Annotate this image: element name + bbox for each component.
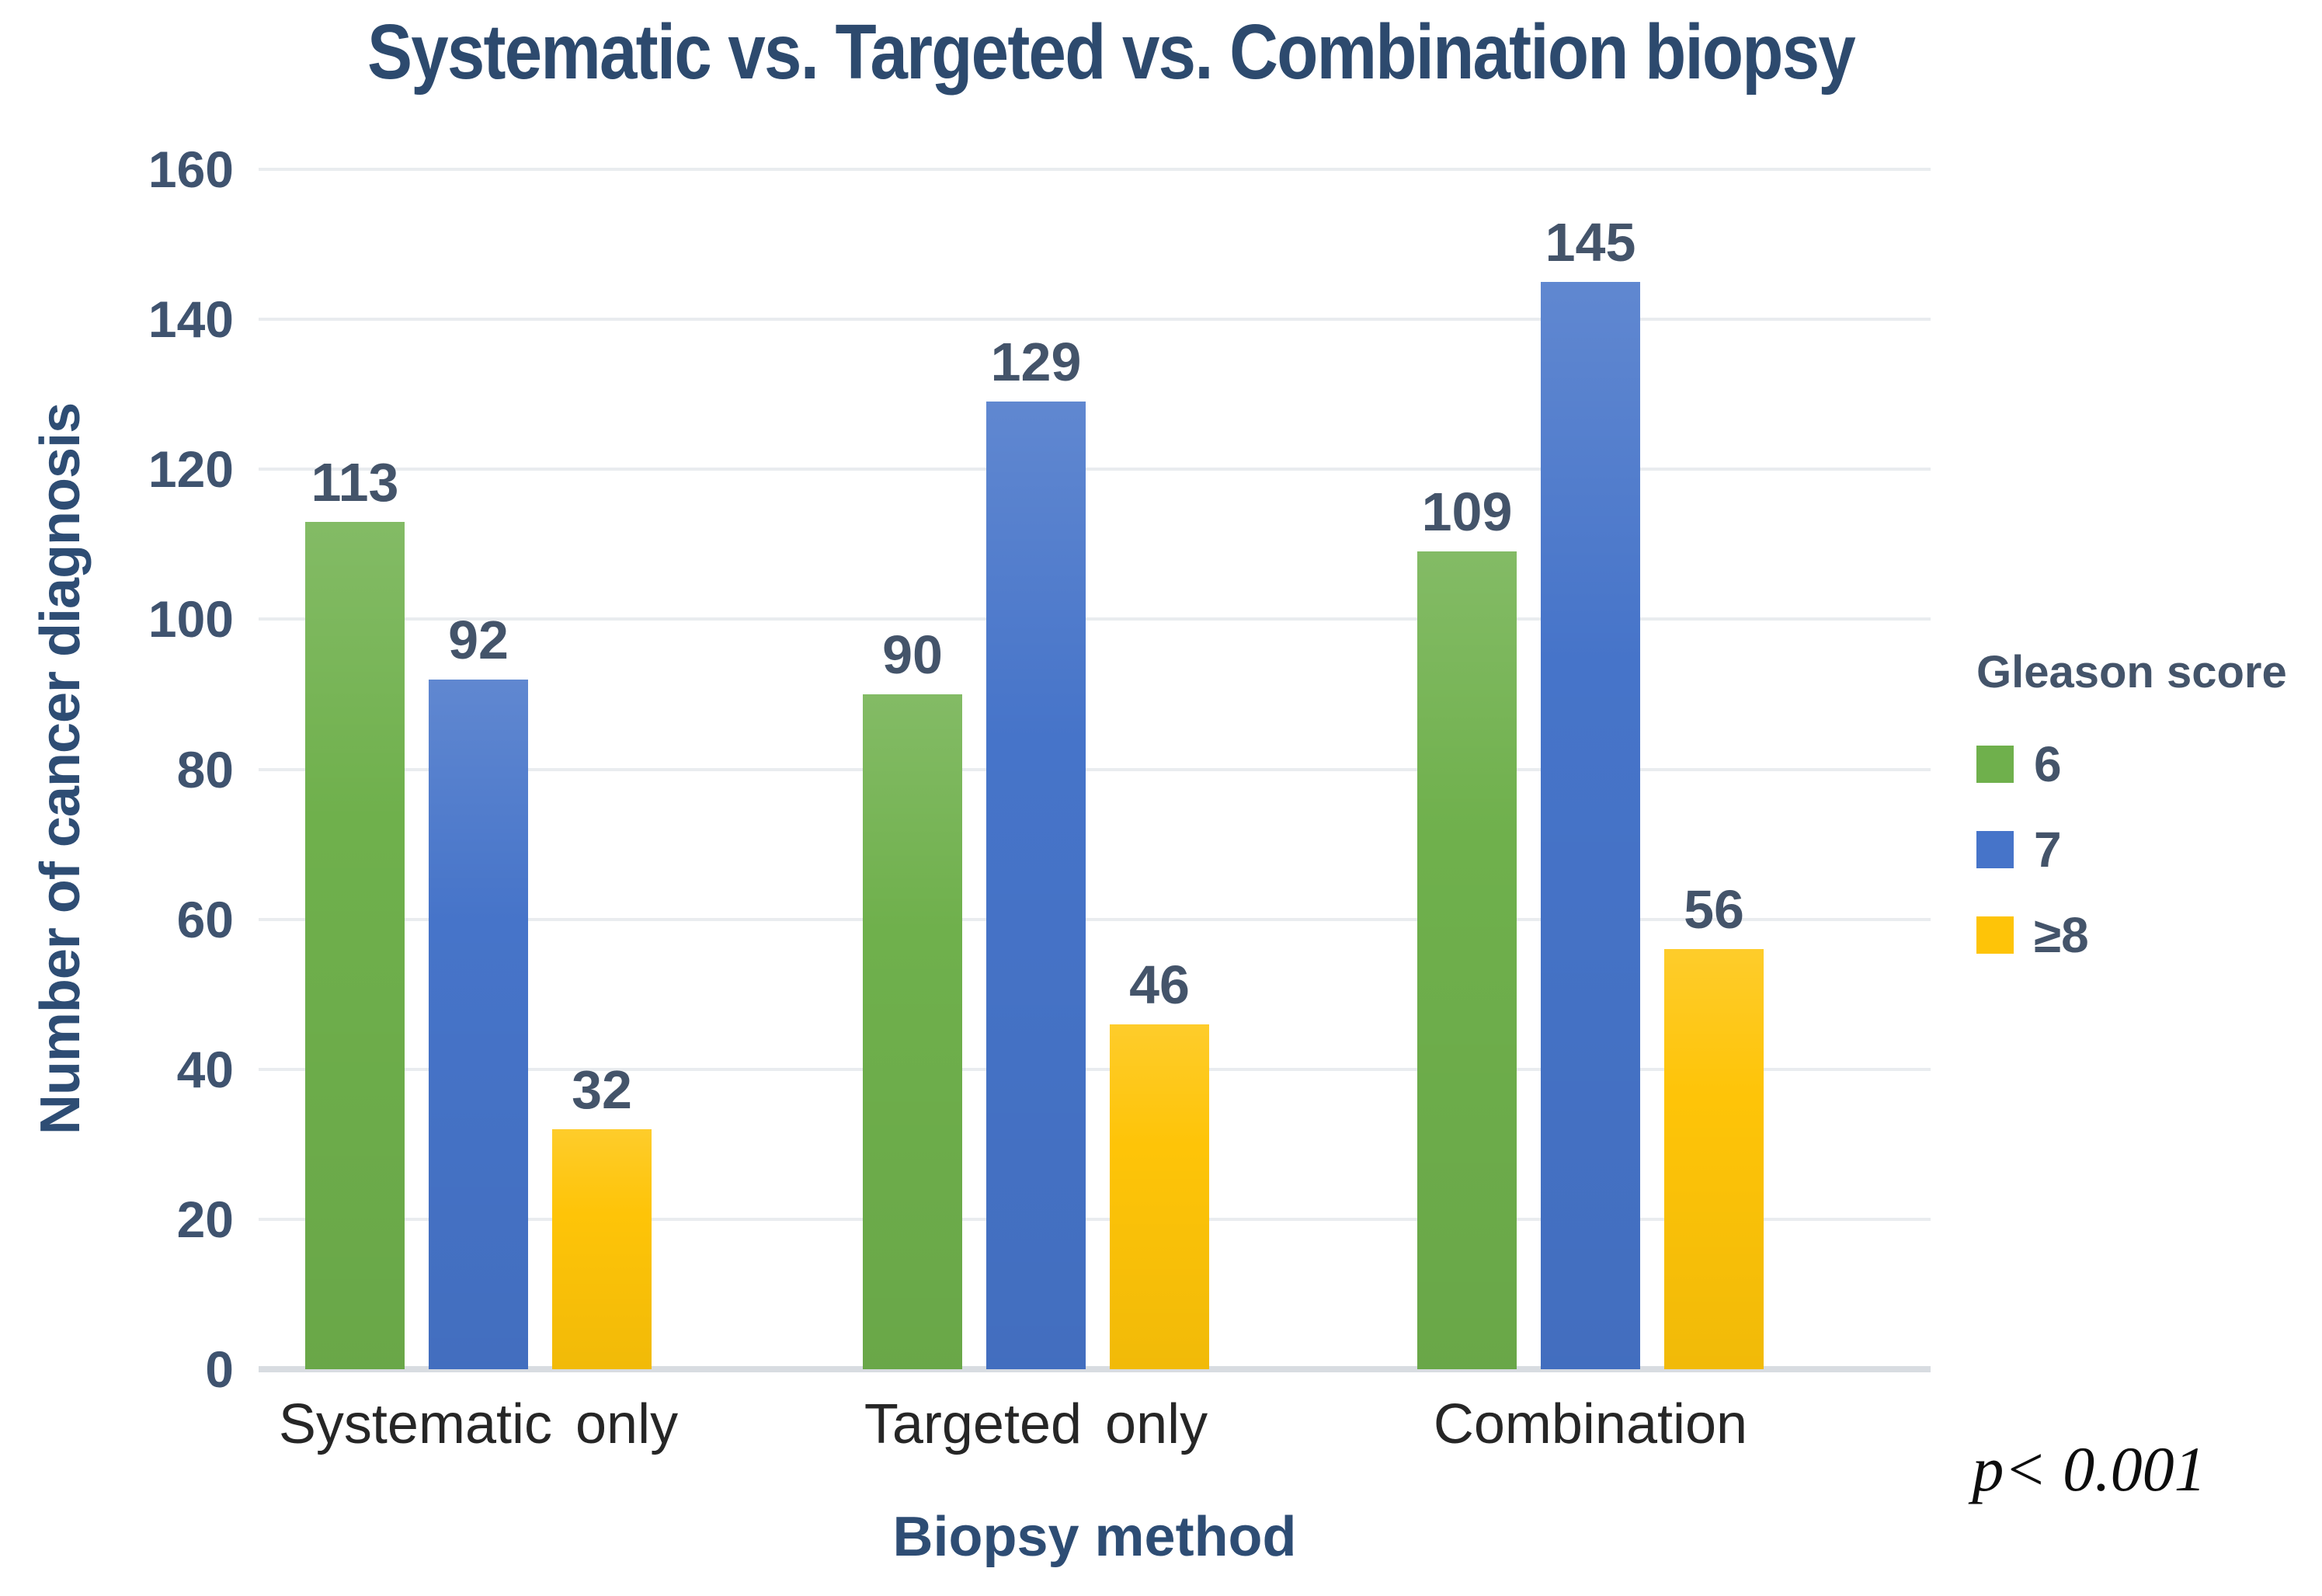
y-tick-40: 40 xyxy=(176,1040,234,1098)
legend-title: Gleason score xyxy=(1976,647,2287,697)
bar-targeted-gleason7: 129 xyxy=(986,335,1086,1369)
bar-combination-gleason6: 109 xyxy=(1417,485,1517,1369)
chart-title: Systematic vs. Targeted vs. Combination … xyxy=(367,9,1856,96)
legend-item-label: 6 xyxy=(2034,735,2062,792)
bar-group-targeted-only: 90 129 46 xyxy=(863,169,1209,1369)
gridline-60 xyxy=(259,917,1931,921)
legend-item-gleason8plus: ≥8 xyxy=(1976,910,2318,960)
x-axis-baseline xyxy=(259,1366,1931,1372)
legend-swatch-blue-icon xyxy=(1976,830,2014,868)
gridline-80 xyxy=(259,767,1931,771)
y-tick-100: 100 xyxy=(148,590,234,648)
y-tick-140: 140 xyxy=(148,290,234,349)
bar-value-label: 129 xyxy=(990,332,1082,393)
legend-item-label: 7 xyxy=(2034,821,2062,878)
gridline-160 xyxy=(259,168,1931,171)
gridline-40 xyxy=(259,1067,1931,1071)
bar-systematic-gleason6: 113 xyxy=(305,455,405,1369)
y-tick-60: 60 xyxy=(176,890,234,948)
legend-item-gleason6: 6 xyxy=(1976,739,2318,789)
bar-combination-gleason7: 145 xyxy=(1541,215,1640,1369)
bar-targeted-gleason6: 90 xyxy=(863,628,962,1369)
legend-swatch-green-icon xyxy=(1976,745,2014,783)
bar-value-label: 90 xyxy=(882,624,943,685)
x-category-label-combination: Combination xyxy=(1433,1393,1748,1455)
bar-combination-gleason8plus: 56 xyxy=(1664,882,1764,1369)
gridline-140 xyxy=(259,318,1931,322)
legend-swatch-yellow-icon xyxy=(1976,916,2014,954)
gridline-20 xyxy=(259,1217,1931,1221)
y-axis-title: Number of cancer diagnosis xyxy=(30,402,92,1135)
bar-systematic-gleason8plus: 32 xyxy=(552,1062,652,1369)
bar-group-combination: 109 145 56 xyxy=(1417,169,1764,1369)
legend-item-gleason7: 7 xyxy=(1976,825,2318,874)
bar-value-label: 145 xyxy=(1545,211,1636,273)
x-category-label-targeted-only: Targeted only xyxy=(864,1393,1208,1455)
x-axis-title: Biopsy method xyxy=(892,1506,1297,1568)
bar-value-label: 32 xyxy=(572,1059,632,1120)
gridline-120 xyxy=(259,468,1931,471)
bar-systematic-gleason7: 92 xyxy=(429,613,528,1369)
legend: Gleason score 6 7 ≥8 xyxy=(1976,647,2318,960)
y-tick-80: 80 xyxy=(176,740,234,798)
bar-value-label: 109 xyxy=(1421,482,1513,543)
legend-item-label: ≥8 xyxy=(2034,906,2089,963)
bar-value-label: 113 xyxy=(311,451,399,513)
p-value-annotation: p< 0.001 xyxy=(1972,1434,2206,1504)
bar-value-label: 46 xyxy=(1129,954,1190,1015)
bar-targeted-gleason8plus: 46 xyxy=(1110,958,1209,1369)
plot-area: 0 20 40 60 80 100 120 140 160 113 92 32 … xyxy=(148,144,1931,1395)
bar-group-systematic-only: 113 92 32 xyxy=(305,169,652,1369)
gridline-100 xyxy=(259,617,1931,621)
bar-value-label: 92 xyxy=(448,609,509,670)
bar-value-label: 56 xyxy=(1684,879,1744,941)
y-tick-20: 20 xyxy=(176,1190,234,1248)
y-tick-120: 120 xyxy=(148,440,234,499)
y-tick-0: 0 xyxy=(205,1340,234,1398)
x-category-label-systematic-only: Systematic only xyxy=(278,1393,679,1455)
y-tick-160: 160 xyxy=(148,141,234,198)
